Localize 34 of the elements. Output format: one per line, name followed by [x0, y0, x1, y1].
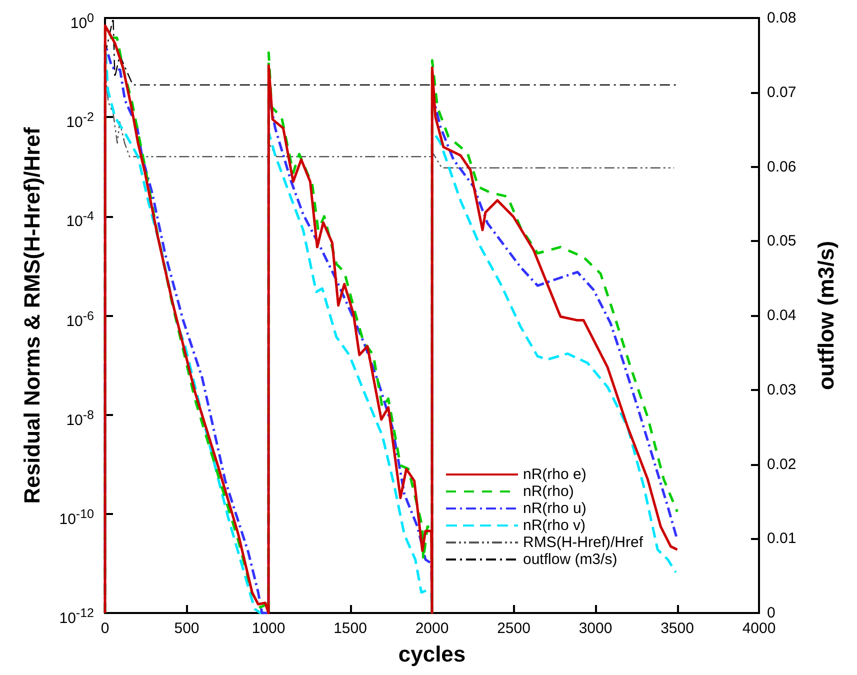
- x-axis-title: cycles: [398, 642, 466, 666]
- legend-label: nR(rho v): [523, 517, 586, 534]
- y2-tick-label: 0.01: [767, 530, 796, 548]
- y2-tick-label: 0: [767, 604, 776, 622]
- x-tick-label: 0: [100, 620, 110, 637]
- y-tick-label: 10$^{-4}$: [66, 208, 95, 230]
- y2-tick-label: 0.02: [767, 456, 796, 473]
- y-tick-label: 10$^{-10}$: [59, 506, 95, 528]
- y2-tick-label: 0.07: [767, 84, 796, 101]
- x-tick-label: 2500: [497, 620, 530, 637]
- y-tick-label: 10$^{-12}$: [59, 605, 95, 627]
- x-tick-label: 3500: [660, 620, 694, 637]
- legend-label: RMS(H-Href)/Href: [523, 534, 644, 551]
- x-tick-label: 1500: [334, 620, 367, 637]
- x-tick-label: 4000: [742, 620, 776, 637]
- y2-tick-label: 0.08: [767, 10, 796, 26]
- legend-label: outflow (m3/s): [523, 551, 618, 568]
- y2-tick-label: 0.06: [767, 158, 796, 176]
- y2-tick-label: 0.03: [767, 381, 796, 398]
- y-axis-title: Residual Norms & RMS(H-Href)/Href: [20, 126, 44, 504]
- x-tick-label: 500: [174, 620, 200, 637]
- y-tick-label: 10$^{-8}$: [66, 406, 95, 429]
- y2-tick-label: 0.05: [767, 232, 796, 250]
- x-tick-label: 1000: [252, 620, 286, 637]
- y-tick-label: 10$^{-2}$: [66, 109, 95, 132]
- legend-label: nR(rho u): [523, 500, 586, 517]
- y2-axis-title: outflow (m3/s): [814, 240, 838, 390]
- legend-label: nR(rho): [523, 483, 574, 500]
- y2-tick-label: 0.04: [767, 307, 796, 324]
- y-tick-label: 10$^{0}$: [70, 10, 95, 32]
- x-tick-label: 3000: [578, 620, 612, 637]
- y-tick-label: 10$^{-6}$: [66, 308, 95, 330]
- legend-label: nR(rho e): [523, 466, 586, 483]
- x-tick-label: 2000: [415, 620, 449, 637]
